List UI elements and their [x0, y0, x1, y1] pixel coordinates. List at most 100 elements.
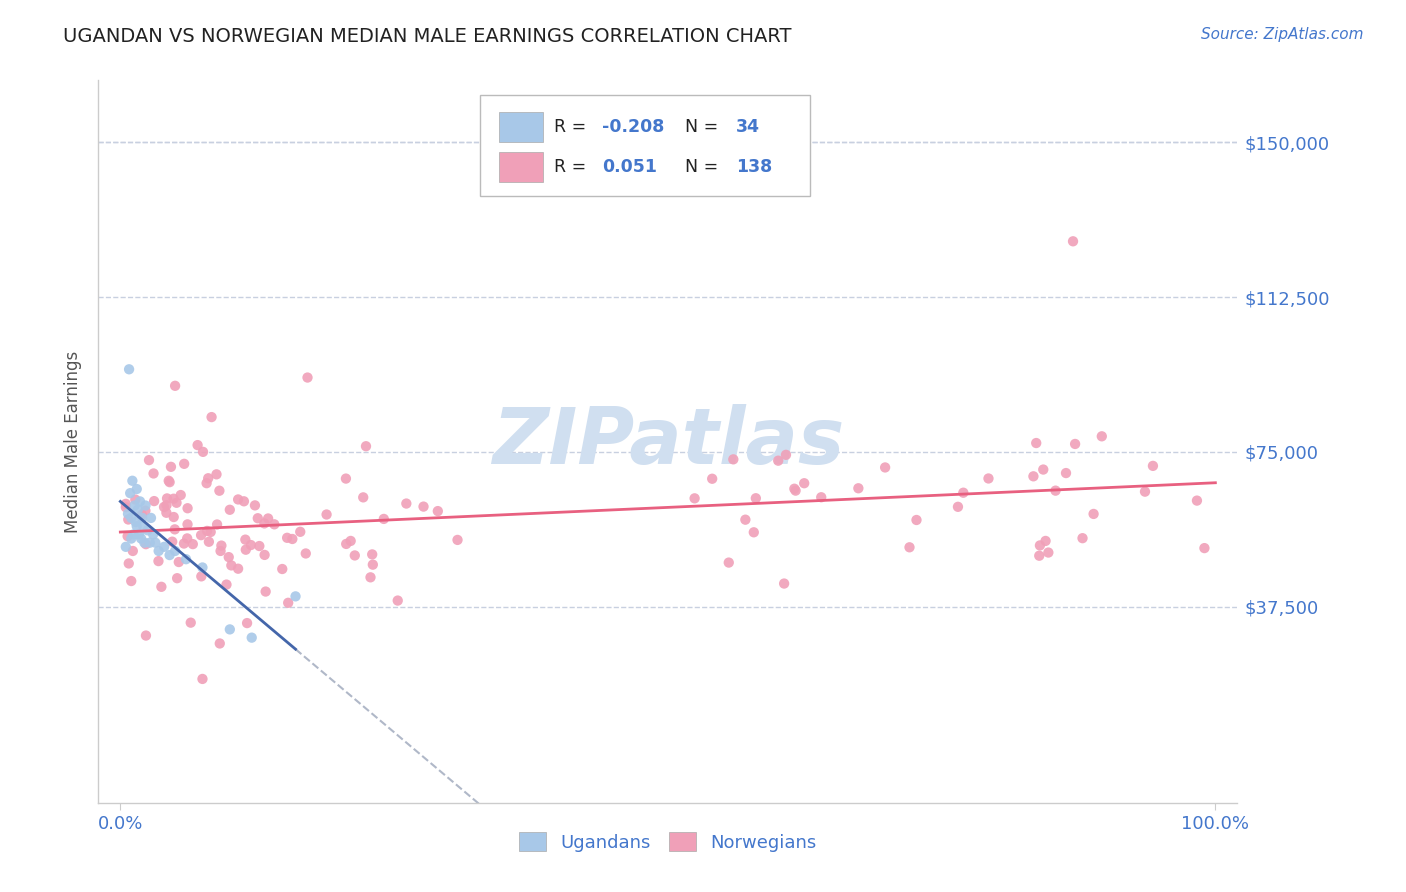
- Point: [387, 593, 409, 607]
- Point: [683, 491, 706, 506]
- Point: [1025, 436, 1047, 450]
- Point: [240, 631, 263, 645]
- Point: [1028, 549, 1050, 563]
- Bar: [499, 112, 543, 143]
- Point: [128, 527, 150, 541]
- Point: [117, 529, 139, 543]
- Point: [166, 496, 188, 510]
- Point: [1029, 538, 1052, 552]
- Point: [226, 562, 249, 576]
- Point: [793, 476, 815, 491]
- Point: [361, 558, 384, 572]
- Text: 138: 138: [737, 158, 772, 176]
- Point: [176, 532, 198, 546]
- Point: [783, 482, 806, 496]
- Point: [165, 379, 187, 393]
- Point: [723, 452, 745, 467]
- Point: [132, 519, 155, 533]
- Point: [276, 531, 298, 545]
- Point: [117, 512, 139, 526]
- Point: [153, 500, 176, 514]
- Point: [160, 459, 183, 474]
- Point: [155, 506, 177, 520]
- Point: [120, 486, 142, 500]
- Point: [191, 672, 214, 686]
- Point: [129, 494, 152, 508]
- Point: [1032, 462, 1054, 476]
- Point: [120, 532, 142, 546]
- Point: [1045, 483, 1067, 498]
- Point: [208, 636, 231, 650]
- Point: [1064, 437, 1087, 451]
- Point: [205, 517, 228, 532]
- Point: [195, 524, 218, 538]
- Point: [717, 556, 740, 570]
- Point: [159, 548, 181, 562]
- Point: [257, 511, 280, 525]
- Point: [174, 552, 197, 566]
- Point: [127, 502, 149, 516]
- Point: [373, 512, 395, 526]
- Point: [1054, 466, 1077, 480]
- Point: [187, 438, 209, 452]
- Point: [1022, 469, 1045, 483]
- Point: [131, 511, 153, 525]
- Point: [117, 507, 139, 521]
- Point: [125, 519, 148, 533]
- Point: [191, 560, 214, 574]
- Point: [200, 410, 222, 425]
- Point: [1142, 458, 1164, 473]
- Point: [294, 546, 316, 560]
- Point: [766, 453, 789, 467]
- Point: [173, 457, 195, 471]
- Point: [246, 511, 269, 525]
- Point: [138, 453, 160, 467]
- Point: [426, 504, 449, 518]
- Point: [159, 475, 181, 490]
- Text: R =: R =: [554, 158, 592, 176]
- Point: [121, 544, 143, 558]
- Point: [218, 502, 240, 516]
- Point: [352, 491, 374, 505]
- Point: [121, 474, 143, 488]
- Point: [247, 539, 270, 553]
- Point: [875, 460, 897, 475]
- Point: [145, 535, 167, 549]
- Point: [209, 544, 232, 558]
- Point: [160, 534, 183, 549]
- Point: [114, 497, 136, 511]
- Point: [118, 557, 141, 571]
- Point: [190, 528, 212, 542]
- Point: [235, 542, 257, 557]
- Point: [243, 499, 266, 513]
- Point: [165, 544, 187, 558]
- Point: [176, 517, 198, 532]
- Point: [1038, 545, 1060, 559]
- Point: [125, 482, 148, 496]
- Point: [122, 527, 145, 541]
- Point: [173, 536, 195, 550]
- Point: [339, 533, 361, 548]
- Point: [200, 524, 222, 539]
- Point: [232, 494, 254, 508]
- Point: [254, 584, 277, 599]
- Point: [150, 580, 173, 594]
- Point: [114, 500, 136, 515]
- Point: [218, 623, 240, 637]
- Text: N =: N =: [685, 119, 724, 136]
- Point: [946, 500, 969, 514]
- Point: [1185, 493, 1208, 508]
- Point: [775, 448, 797, 462]
- Point: [277, 596, 299, 610]
- Point: [136, 524, 159, 538]
- Text: 0.051: 0.051: [602, 158, 657, 176]
- Point: [120, 511, 142, 525]
- Point: [315, 508, 337, 522]
- Point: [176, 501, 198, 516]
- Bar: [499, 152, 543, 182]
- Point: [166, 571, 188, 585]
- Point: [446, 533, 468, 547]
- Point: [977, 471, 1000, 485]
- Point: [290, 524, 312, 539]
- Point: [148, 554, 170, 568]
